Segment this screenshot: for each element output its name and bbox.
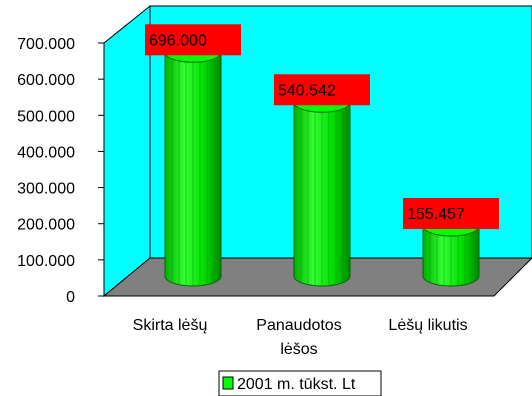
y-tick-label: 300.000 (17, 181, 75, 198)
category-label: Panaudotos (256, 317, 341, 334)
legend-box (218, 370, 382, 396)
y-tick-label: 600.000 (17, 72, 75, 89)
category-label: lėšos (280, 341, 317, 358)
y-tick-label: 0 (66, 289, 75, 306)
y-tick-label: 400.000 (17, 144, 75, 161)
data-labels-group: 696.000 540.542 155.457 (145, 24, 499, 230)
y-tick-label: 100.000 (17, 253, 75, 270)
data-label-box (403, 198, 499, 230)
bar (164, 41, 222, 287)
category-label: Skirta lėšų (133, 317, 208, 334)
data-label: 155.457 (407, 206, 465, 223)
y-tick-label: 500.000 (17, 108, 75, 125)
chart-side-wall (103, 4, 151, 298)
data-label: 540.542 (278, 82, 336, 99)
category-labels-group: Skirta lėšų Panaudotos lėšos Lėšų likutis (133, 317, 468, 358)
legend-swatch (222, 376, 234, 390)
bar (293, 91, 351, 287)
y-axis-ticks: 0 100.000 200.000 300.000 400.000 500.000 600.… (17, 36, 104, 306)
legend: 2001 m. tūkst. Lt (218, 370, 382, 396)
legend-label: 2001 m. tūkst. Lt (237, 376, 356, 393)
data-label: 696.000 (149, 32, 207, 49)
y-tick-label: 200.000 (17, 217, 75, 234)
data-label-box (145, 24, 241, 56)
data-label-box (274, 74, 370, 106)
category-label: Lėšų likutis (388, 317, 467, 334)
y-tick-label: 700.000 (17, 36, 75, 53)
